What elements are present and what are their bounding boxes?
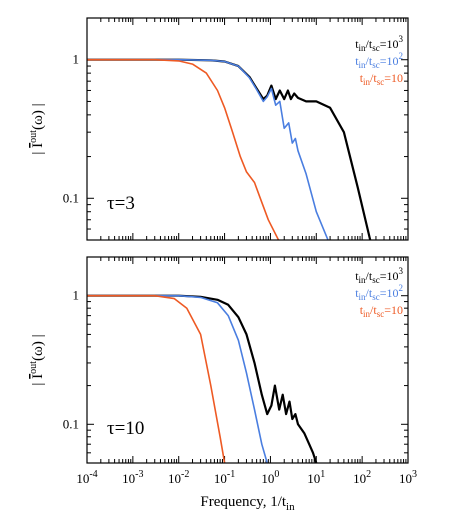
legend-entry: tin/tsc=102 [355, 283, 403, 302]
chart-panel-1: 1 0.1 | Iout(ω) | τ=3 tin/tsc=103tin/tsc=102… [28, 17, 409, 241]
panel-label: τ=3 [107, 193, 135, 214]
y-tick-label: 0.1 [63, 190, 79, 205]
x-tick-label: 10-1 [214, 469, 235, 486]
x-tick-label: 10-4 [76, 469, 97, 486]
y-ticks [87, 17, 408, 241]
x-ticks [86, 18, 407, 240]
x-tick-label: 100 [261, 469, 279, 486]
series-line [87, 294, 318, 463]
legend-entry: tin/tsc=103 [355, 34, 403, 53]
x-tick-label: 102 [353, 469, 371, 486]
x-tick-label: 103 [399, 469, 417, 486]
series-group [87, 294, 318, 463]
x-tick-label: 101 [307, 469, 325, 486]
series-line [87, 294, 269, 463]
x-tick-label: 10-2 [168, 469, 189, 486]
chart-panel-2: 10.1| Iout(ω) |τ=10tin/tsc=103tin/tsc=10… [28, 256, 417, 513]
series-line [87, 58, 280, 240]
x-ticks [86, 257, 407, 463]
y-axis-label: | Iout(ω) | [28, 334, 46, 385]
y-axis-label: | Iout(ω) | [28, 103, 46, 154]
legend-entry: tin/tsc=10 [360, 303, 403, 319]
y-tick-label: 1 [73, 52, 80, 67]
legend-entry: tin/tsc=102 [355, 51, 403, 70]
series-line [87, 58, 329, 240]
plot-frame [86, 17, 409, 241]
plot-frame [86, 256, 409, 464]
series-line [87, 294, 226, 463]
legend-entry: tin/tsc=103 [355, 266, 403, 285]
series-group [87, 58, 372, 240]
x-tick-label: 10-3 [122, 469, 143, 486]
y-ticks [87, 256, 408, 464]
legend-entry: tin/tsc=10 [360, 71, 403, 87]
y-tick-label: 1 [73, 288, 80, 303]
x-axis-label: Frequency, 1/tin [200, 494, 295, 513]
panel-label: τ=10 [107, 418, 144, 439]
y-tick-label: 0.1 [63, 416, 79, 431]
